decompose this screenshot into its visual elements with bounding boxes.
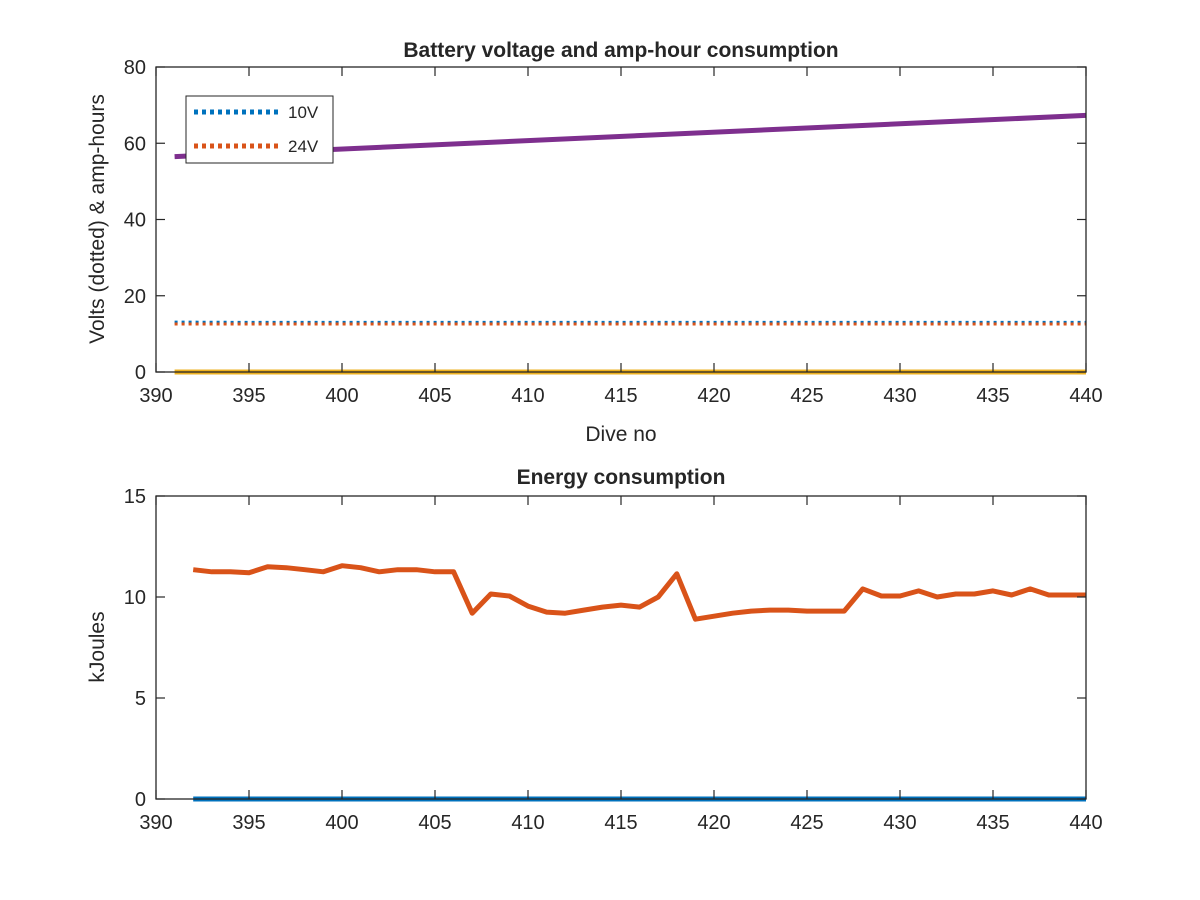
x-tick-label: 435: [976, 385, 1009, 407]
x-tick-label: 430: [883, 812, 916, 834]
series-line-line-0: [192, 563, 1086, 622]
y-tick-label: 5: [135, 688, 146, 710]
x-axis-label: Dive no: [585, 423, 656, 446]
x-tick-label: 425: [790, 385, 823, 407]
x-tick-label: 440: [1069, 812, 1102, 834]
y-tick-label: 0: [135, 789, 146, 811]
legend: 10V 24V: [185, 95, 334, 164]
x-tick-label: 435: [976, 812, 1009, 834]
x-tick-label: 425: [790, 812, 823, 834]
y-axis-label: Volts (dotted) & amp-hours: [86, 94, 109, 344]
chart-title: Battery voltage and amp-hour consumption: [403, 39, 838, 62]
x-tick-label: 420: [697, 385, 730, 407]
y-tick-label: 40: [124, 210, 146, 232]
chart-title: Energy consumption: [517, 466, 726, 489]
y-tick-label: 60: [124, 133, 146, 155]
y-axis-label: kJoules: [86, 611, 109, 682]
energy-axes: 390 395 400 405 410 415 420 425 430 435 440051015 …: [86, 466, 1103, 834]
x-tick-label: 410: [511, 812, 544, 834]
x-tick-label: 400: [325, 385, 358, 407]
y-tick-label: 20: [124, 286, 146, 308]
x-tick-label: 405: [418, 812, 451, 834]
x-tick-label: 390: [139, 385, 172, 407]
x-tick-label: 430: [883, 385, 916, 407]
x-tick-label: 390: [139, 812, 172, 834]
x-tick-label: 415: [604, 812, 637, 834]
x-tick-label: 415: [604, 385, 637, 407]
x-tick-label: 395: [232, 812, 265, 834]
y-tick-label: 80: [124, 57, 146, 79]
y-tick-label: 15: [124, 486, 146, 508]
x-tick-label: 440: [1069, 385, 1102, 407]
x-tick-label: 395: [232, 385, 265, 407]
legend-entry-10v: 10V: [288, 103, 319, 122]
legend-entry-24v: 24V: [288, 137, 319, 156]
x-tick-label: 400: [325, 812, 358, 834]
y-tick-label: 0: [135, 362, 146, 384]
x-tick-label: 420: [697, 812, 730, 834]
voltage-amphour-axes: 390 395 400 405 410 415 420 425 430 435 440 0 20 40 60…: [86, 39, 1103, 446]
y-tick-label: 10: [124, 587, 146, 609]
x-tick-label: 405: [418, 385, 451, 407]
x-tick-label: 410: [511, 385, 544, 407]
